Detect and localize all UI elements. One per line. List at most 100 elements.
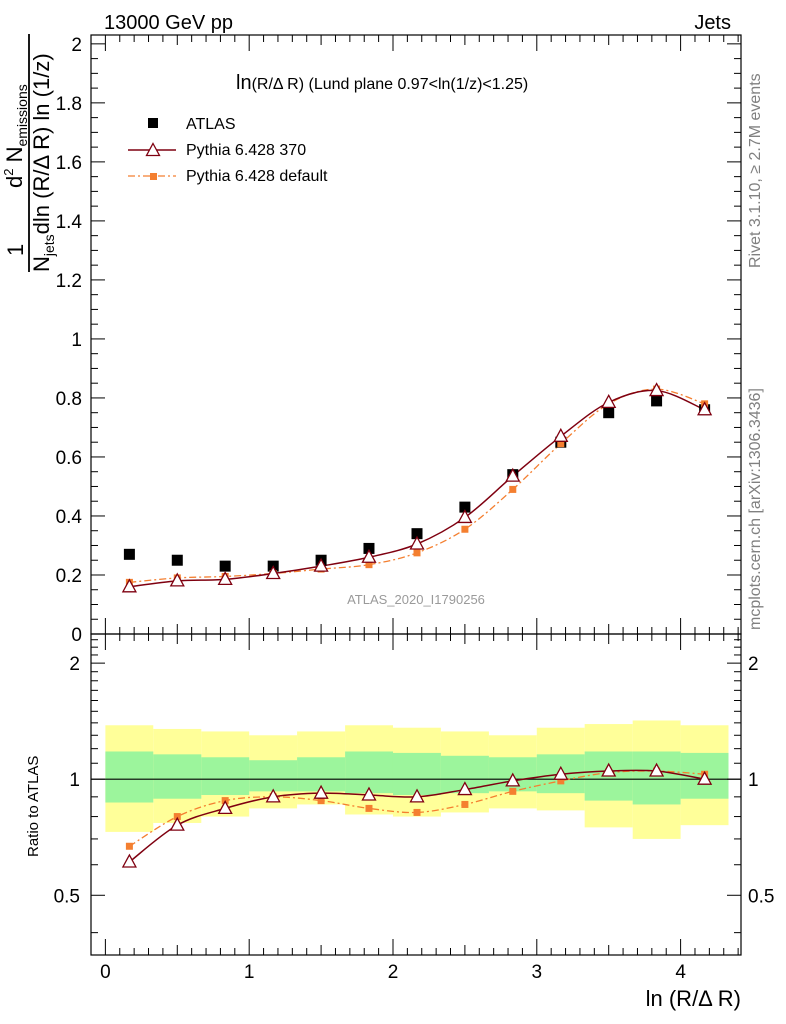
pythia-default-point (365, 561, 373, 569)
main-plot-title: ln(R/Δ R) (Lund plane 0.97<ln(1/z)<1.25) (236, 72, 528, 94)
main-y-tick-label: 1.8 (56, 94, 82, 115)
main-y-tick-label: 0 (71, 625, 82, 646)
ratio-plot-frame (90, 633, 742, 956)
ratio-pythia370-point (457, 781, 473, 796)
pythia370-point (313, 557, 329, 572)
ratio-pythia370-point (313, 784, 329, 799)
atlas-point (411, 528, 423, 540)
legend-marker-atlas (148, 118, 158, 128)
ratio-y-axis-label: Ratio to ATLAS (25, 756, 42, 857)
ratio-y-tick-label: 0.5 (54, 886, 80, 907)
green-band-bin (345, 751, 393, 794)
green-band-bin (392, 752, 441, 795)
green-band-bin (201, 757, 250, 795)
legend-marker-pythia370 (145, 142, 161, 157)
pythia370-point (361, 548, 377, 563)
ratio-y-tick-label: 1 (69, 770, 80, 791)
ratio-pythia-default-point (173, 813, 181, 821)
atlas-point (603, 407, 615, 419)
header-jets: Jets (694, 12, 731, 34)
atlas-point (459, 501, 471, 513)
green-band-bin (153, 754, 202, 799)
ratio-pythia370-point (601, 762, 617, 777)
legend-entry-pythia370: Pythia 6.428 370 (128, 142, 306, 159)
ratio-pythia-default-point (125, 842, 133, 850)
ratio-pythia370-point (409, 788, 425, 803)
legend-marker-pythia-default (150, 173, 157, 180)
x-axis-label: ln (R/Δ R) (646, 986, 741, 1011)
ratio-pythia370-point (265, 788, 281, 803)
main-y-axis-label: 1 d2 Nemissions Njetsdln (R/Δ R) ln (1/z… (1, 34, 57, 272)
pythia370-point (648, 382, 665, 397)
legend-entry-atlas: ATLAS (148, 116, 236, 133)
main-y-tick-label: 0.6 (56, 448, 82, 469)
pythia-default-point (509, 485, 517, 493)
legend-label-pythia370: Pythia 6.428 370 (186, 142, 306, 159)
atlas-point (363, 542, 375, 554)
legend: ATLAS Pythia 6.428 370 Pythia 6.428 defa… (128, 116, 328, 185)
x-tick-label: 4 (675, 962, 686, 983)
ratio-pythia370-point (217, 800, 233, 815)
pythia370-point (265, 565, 281, 580)
ratio-y-tick-label-right: 2 (748, 654, 759, 675)
legend-label-atlas: ATLAS (186, 116, 236, 133)
legend-label-pythia-default: Pythia 6.428 default (186, 168, 328, 185)
svg-text:d2 Nemissions: d2 Nemissions (1, 84, 30, 188)
x-tick-label: 1 (244, 962, 255, 983)
rivet-label: Rivet 3.1.10, ≥ 2.7M events (747, 73, 764, 268)
ratio-uncertainty-bands (91, 720, 741, 839)
mcplots-label: mcplots.cern.ch [arXiv:1306.3436] (747, 388, 764, 630)
green-band-bin (105, 751, 154, 803)
ratio-pythia370-point (121, 853, 137, 868)
x-tick-label: 2 (388, 962, 399, 983)
pythia370-line (129, 389, 705, 588)
legend-entry-pythia-default: Pythia 6.428 default (128, 168, 328, 185)
main-y-tick-label: 2 (71, 35, 82, 56)
main-y-tick-label: 0.8 (56, 389, 82, 410)
svg-text:1: 1 (3, 244, 28, 256)
pythia-default-point (461, 525, 469, 533)
pythia370-point (553, 427, 569, 442)
green-band-bin (249, 760, 298, 792)
atlas-point (171, 554, 183, 566)
ratio-pythia-default-point (509, 787, 517, 795)
main-plot-lines (129, 388, 705, 588)
main-y-tick-label: 1.2 (56, 271, 82, 292)
ratio-pythia370-point (169, 816, 185, 831)
ratio-pythia-default-point (317, 797, 325, 805)
green-band-bin (632, 751, 681, 805)
pythia-default-point (557, 440, 565, 448)
ratio-y-tick-label-right: 1 (748, 770, 759, 791)
main-y-tick-label: 1.6 (56, 153, 82, 174)
ratio-pythia370-point (553, 765, 569, 780)
main-y-tick-label: 0.4 (56, 507, 83, 528)
pythia370-point (121, 578, 137, 593)
svg-text:Njetsdln (R/Δ R) ln (1/z): Njetsdln (R/Δ R) ln (1/z) (29, 53, 57, 272)
pythia370-point (169, 572, 185, 587)
ratio-pythia370-point (361, 786, 377, 801)
ratio-pythia370-point (648, 762, 665, 777)
header-energy: 13000 GeV pp (104, 12, 233, 34)
pythia370-point (457, 509, 473, 524)
ratio-plot-markers (121, 762, 713, 868)
atlas-point (123, 548, 135, 560)
pythia370-point (601, 394, 617, 409)
ratio-pythia-default-point (557, 777, 565, 785)
main-y-tick-label: 1 (71, 330, 82, 351)
ratio-y-tick-label-right: 0.5 (748, 886, 774, 907)
x-tick-label: 3 (532, 962, 543, 983)
main-y-tick-label: 1.4 (56, 212, 83, 233)
atlas-point (651, 395, 663, 407)
ratio-pythia-default-point (461, 800, 469, 808)
ratio-pythia370-point (505, 772, 521, 787)
ratio-pythia-default-point (365, 804, 373, 812)
atlas-point (219, 560, 231, 572)
ratio-pythia-default-point (413, 808, 421, 816)
main-y-tick-label: 0.2 (56, 566, 82, 587)
ratio-pythia370-point (697, 770, 713, 785)
pythia-default-point (413, 549, 421, 557)
pythia370-point (217, 571, 233, 586)
main-plot-markers (121, 382, 713, 593)
pythia370-point (505, 467, 521, 482)
